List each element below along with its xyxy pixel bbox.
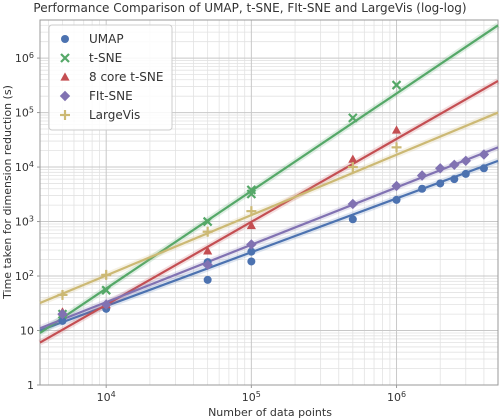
8-core-t-sne-point — [391, 125, 402, 134]
tick-label-exponent: 5 — [256, 390, 261, 399]
t-sne-point — [202, 216, 213, 227]
fit-sne-point — [246, 239, 257, 250]
t-sne-point — [348, 113, 358, 123]
tick-label-exponent: 6 — [401, 390, 406, 399]
y-tick-label: 103 — [15, 214, 34, 229]
umap-point — [450, 175, 459, 184]
umap-point — [247, 257, 256, 266]
umap-point — [479, 164, 488, 173]
fit-sne-point — [435, 163, 446, 174]
y-tick-label: 104 — [15, 160, 34, 175]
tick-label-exponent: 4 — [111, 390, 116, 399]
legend-marker-8-core-t-sne — [60, 72, 70, 81]
x-tick-label: 105 — [242, 390, 261, 405]
legend-label-t-sne: t-SNE — [89, 51, 122, 65]
tick-label-exponent: 4 — [29, 160, 34, 169]
fit-sne-point — [57, 308, 68, 320]
largevis-point — [101, 269, 112, 280]
legend-label-8-core-t-sne: 8 core t-SNE — [89, 70, 163, 84]
data-points — [57, 80, 490, 325]
8-core-t-sne-point — [246, 220, 256, 230]
umap-point — [348, 215, 357, 224]
t-sne-point — [246, 185, 257, 195]
umap-point — [392, 195, 401, 204]
fit-sne-point — [478, 149, 490, 160]
umap-point — [418, 184, 427, 193]
legend-marker-largevis — [60, 110, 70, 120]
marker-stroke — [348, 113, 358, 123]
8-core-t-sne-point — [203, 246, 213, 255]
grid — [40, 20, 498, 386]
tick-label-exponent: 3 — [29, 214, 34, 223]
fit-line — [39, 24, 499, 334]
marker-stroke — [202, 216, 213, 227]
legend-marker-fit-sne — [59, 90, 71, 102]
fit-sne-point — [202, 259, 213, 271]
y-axis-label: Time taken for dimension reduction (s) — [1, 85, 14, 300]
y-tick-label: 10 — [20, 325, 34, 338]
plot-frame — [39, 19, 499, 386]
y-tick-label: 106 — [15, 51, 34, 66]
marker-stroke — [60, 53, 70, 63]
fit-sne-point — [100, 299, 112, 310]
legend-label-umap: UMAP — [89, 32, 124, 46]
legend-box — [48, 24, 173, 131]
legend-label-largevis: LargeVis — [89, 108, 140, 122]
fit-sne-point — [449, 159, 460, 171]
y-tick-label: 1 — [27, 379, 34, 392]
fit-line — [39, 111, 499, 305]
legend: UMAP t-SNE 8 core t-SNE FIt-SNE LargeVis — [48, 24, 173, 131]
x-tick-label: 106 — [387, 390, 406, 405]
umap-point — [461, 169, 470, 178]
largevis-point — [347, 162, 358, 173]
y-tick-label: 105 — [15, 105, 34, 120]
tick-label-exponent: 2 — [29, 269, 34, 278]
8-core-t-sne-point — [348, 154, 358, 163]
largevis-point — [202, 226, 213, 237]
fit-sne-point — [460, 155, 471, 167]
marker-stroke — [101, 285, 111, 295]
t-sne-point — [101, 285, 111, 295]
marker-stroke — [246, 185, 257, 195]
umap-point — [58, 316, 67, 325]
largevis-point — [391, 142, 402, 153]
tick-label-exponent: 5 — [29, 105, 34, 114]
y-tick-label: 102 — [15, 269, 34, 284]
fit-sne-point — [347, 198, 359, 210]
legend-marker-t-sne — [60, 53, 70, 63]
largevis-point — [57, 289, 68, 300]
fit-sne-point — [416, 170, 428, 181]
legend-label-fit-sne: FIt-SNE — [89, 89, 133, 103]
largevis-point — [246, 206, 257, 217]
umap-point — [203, 275, 212, 284]
fit-sne-point — [391, 180, 402, 192]
chart-title: Performance Comparison of UMAP, t-SNE, F… — [33, 1, 466, 15]
umap-point — [247, 247, 256, 256]
umap-point — [436, 179, 445, 188]
t-sne-point — [391, 80, 402, 90]
legend-marker-umap — [61, 35, 69, 43]
tick-label-exponent: 6 — [29, 51, 34, 60]
marker-stroke — [391, 80, 402, 90]
x-tick-label: 104 — [97, 390, 116, 405]
x-axis-label: Number of data points — [208, 406, 332, 419]
